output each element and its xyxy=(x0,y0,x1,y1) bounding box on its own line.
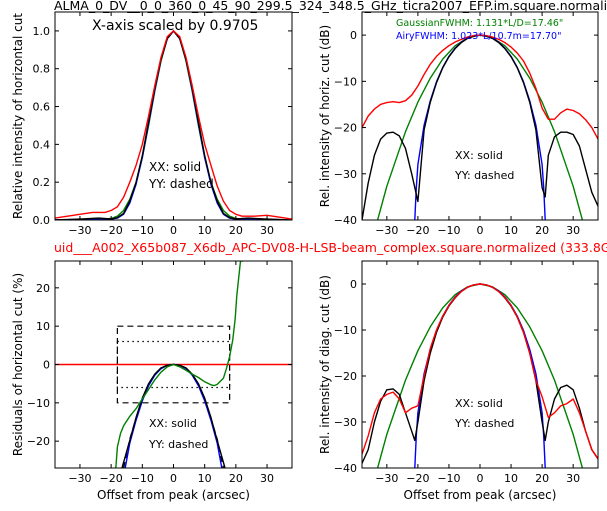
annotation-text: YY: dashed xyxy=(148,438,208,451)
y-tick-label: 0.0 xyxy=(33,214,51,227)
y-tick-label: 0.2 xyxy=(33,176,51,189)
plot-area xyxy=(362,34,598,220)
x-tick-label: −10 xyxy=(131,224,154,237)
series-line-3 xyxy=(362,283,598,460)
y-tick-label: 0 xyxy=(350,278,357,291)
annotation-text: X-axis scaled by 0.9705 xyxy=(92,18,258,34)
x-tick-label: 0 xyxy=(170,224,177,237)
annotation-text: YY: dashed xyxy=(454,169,514,182)
plot-area xyxy=(55,261,292,468)
x-tick-label: −30 xyxy=(68,472,91,485)
figure-title-top: ALMA_0_DV__0_0_360_0_45_90_299.5_324_348… xyxy=(54,0,607,13)
x-tick-label: 10 xyxy=(198,224,212,237)
y-tick-label: −20 xyxy=(334,370,357,383)
y-tick-label: −20 xyxy=(334,122,357,135)
x-tick-label: −20 xyxy=(406,224,429,237)
chart-top-left: −30 −20 −10 0 10 20 30 0.0 0.2 0.4 0.6 0.8 1.0 Relati… xyxy=(11,11,293,237)
annotation-text: AiryFWHM: 1.023*L/10.7m=17.70" xyxy=(396,31,561,42)
annotation-text: XX: solid xyxy=(455,149,503,162)
x-tick-label: −30 xyxy=(375,472,398,485)
y-axis-label: Rel. intensity of horiz. cut (dB) xyxy=(318,25,332,207)
plot-area xyxy=(55,30,292,220)
y-tick-label: −10 xyxy=(334,324,357,337)
x-tick-label: 20 xyxy=(229,472,243,485)
annotation-text: XX: solid xyxy=(455,397,503,410)
y-axis-label: Relative intensity of horizontal cut xyxy=(11,13,25,219)
x-tick-label: 30 xyxy=(260,224,274,237)
x-axis-label: Offset from peak (arcsec) xyxy=(97,488,250,502)
x-tick-label: −30 xyxy=(68,224,91,237)
y-tick-label: −30 xyxy=(334,168,357,181)
figure-title-middle: uid___A002_X65b087_X6db_APC-DV08-H-LSB-b… xyxy=(54,240,607,255)
y-tick-label: 0.6 xyxy=(33,101,51,114)
y-tick-label: 10 xyxy=(36,320,50,333)
x-tick-label: 0 xyxy=(170,472,177,485)
x-tick-label: −10 xyxy=(131,472,154,485)
x-tick-label: −20 xyxy=(406,472,429,485)
annotation-text: GaussianFWHM: 1.131*L/D=17.46" xyxy=(396,18,563,29)
annotation-text: XX: solid xyxy=(149,160,201,174)
x-tick-label: 0 xyxy=(477,224,484,237)
y-tick-label: −40 xyxy=(334,214,357,227)
x-tick-label: −30 xyxy=(375,224,398,237)
y-tick-label: 0 xyxy=(43,359,50,372)
x-tick-label: 30 xyxy=(566,224,580,237)
y-tick-label: −40 xyxy=(334,462,357,475)
y-tick-label: 0.8 xyxy=(33,63,51,76)
y-tick-label: −10 xyxy=(334,75,357,88)
y-tick-label: −20 xyxy=(27,435,50,448)
y-tick-label: 1.0 xyxy=(33,25,51,38)
x-axis-label: Offset from peak (arcsec) xyxy=(404,488,557,502)
x-tick-label: 10 xyxy=(504,472,518,485)
chart-bottom-right: −30 −20 −10 0 10 20 30 −40 −30 −20 −10 0 Offset from… xyxy=(318,260,599,502)
x-tick-label: −20 xyxy=(100,472,123,485)
x-tick-label: 0 xyxy=(477,472,484,485)
annotation-text: XX: solid xyxy=(149,417,197,430)
x-tick-label: 30 xyxy=(566,472,580,485)
series-line-3 xyxy=(55,30,292,220)
y-tick-label: 0 xyxy=(350,29,357,42)
x-tick-label: 20 xyxy=(229,224,243,237)
series-line-4 xyxy=(115,261,243,468)
x-tick-label: 30 xyxy=(260,472,274,485)
annotation-text: YY: dashed xyxy=(454,417,514,430)
y-tick-label: 20 xyxy=(36,282,50,295)
x-tick-label: −10 xyxy=(437,472,460,485)
chart-top-right: −30 −20 −10 0 10 20 30 −40 −30 −20 −10 0 Rel. intens… xyxy=(318,11,599,237)
y-tick-label: −10 xyxy=(27,397,50,410)
chart-bottom-left: −30 −20 −10 0 10 20 30 −20 −10 0 10 20 Offset from p… xyxy=(11,260,293,502)
annotation-text: YY: dashed xyxy=(148,177,214,191)
x-tick-label: 10 xyxy=(198,472,212,485)
y-tick-label: 0.4 xyxy=(33,138,51,151)
x-tick-label: 20 xyxy=(535,472,549,485)
chart-panels: −30 −20 −10 0 10 20 30 0.0 0.2 0.4 0.6 0.8 1.0 Relati… xyxy=(11,11,599,502)
y-axis-label: Rel. intensity of diag. cut (dB) xyxy=(318,275,332,454)
x-tick-label: 10 xyxy=(504,224,518,237)
plot-area xyxy=(362,283,598,468)
x-tick-label: −20 xyxy=(100,224,123,237)
x-tick-label: 20 xyxy=(535,224,549,237)
y-tick-label: −30 xyxy=(334,416,357,429)
series-line-3 xyxy=(362,34,598,140)
y-axis-label: Residuals of horizontal cut (%) xyxy=(11,273,25,456)
x-tick-label: −10 xyxy=(437,224,460,237)
